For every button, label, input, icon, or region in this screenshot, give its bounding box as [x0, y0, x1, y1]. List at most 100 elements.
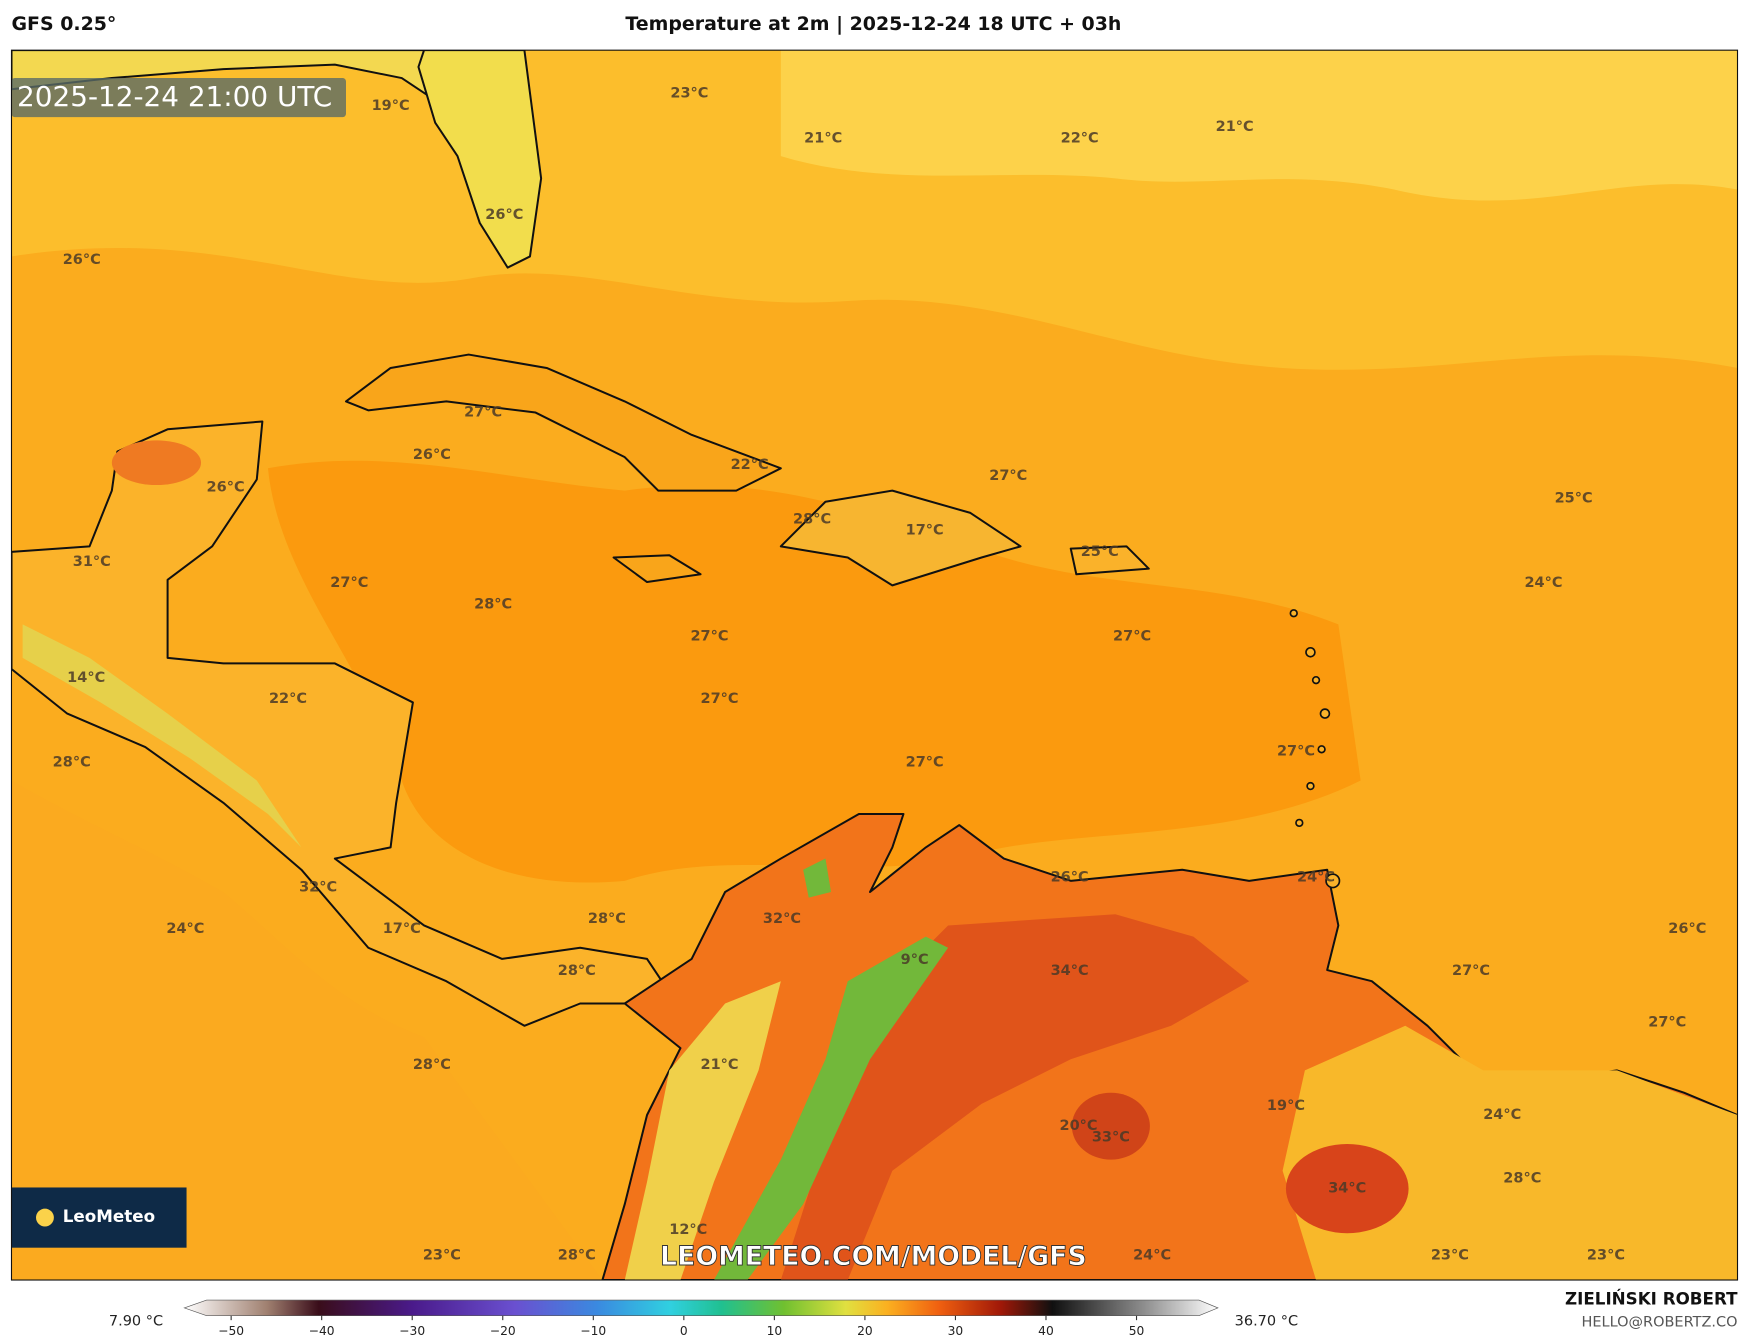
temperature-label: 26°C [413, 447, 451, 463]
colorbar-tick-label: 0 [680, 1324, 688, 1338]
temperature-label: 23°C [423, 1247, 461, 1263]
caribbean-warm [267, 460, 1361, 883]
temperature-label: 27°C [464, 405, 502, 421]
time-badge [11, 78, 346, 118]
colorbar-tick-label: 30 [948, 1324, 964, 1338]
temperature-label: 28°C [558, 963, 596, 979]
temperature-label: 28°C [588, 911, 626, 927]
andes-slope [624, 981, 781, 1281]
temperature-label: 28°C [1503, 1171, 1541, 1187]
temperature-label: 28°C [413, 1057, 451, 1073]
colorbar-min: 7.90 °C [109, 1313, 163, 1329]
temperature-label: 26°C [63, 252, 101, 268]
temperature-label: 27°C [906, 755, 944, 771]
temperature-label: 27°C [330, 575, 368, 591]
email: HELLO@ROBERTZ.CO [1581, 1314, 1737, 1330]
temperature-label: 20°C [1060, 1118, 1098, 1134]
colorbar-tick-label: −20 [490, 1324, 516, 1338]
temperature-label: 32°C [763, 911, 801, 927]
cuba [344, 353, 782, 492]
temperature-label: 27°C [1277, 744, 1315, 760]
north-cool [780, 50, 1738, 201]
highlands [22, 624, 302, 848]
interior-hot [1071, 1092, 1150, 1160]
colorbar-tick-label: 20 [857, 1324, 873, 1338]
central-america [11, 420, 671, 1027]
temperature-label: 26°C [485, 207, 523, 223]
pacific [11, 780, 603, 1281]
temperature-label: 33°C [1092, 1129, 1130, 1145]
valid-time: 2025-12-24 21:00 UTC [17, 80, 332, 113]
temperature-label: 23°C [670, 86, 708, 102]
watermark: LEOMETEO.COM/MODEL/GFS [660, 1241, 1087, 1272]
colorbar-tick-label: 40 [1038, 1324, 1054, 1338]
colorbar-max: 36.70 °C [1235, 1313, 1298, 1329]
temperature-label: 24°C [1483, 1107, 1521, 1123]
colorbar [183, 1299, 1219, 1317]
logo-sun [36, 1208, 54, 1227]
colorbar-tick-label: −50 [218, 1324, 244, 1338]
temperature-label: 28°C [793, 512, 831, 528]
temperature-label: 26°C [207, 479, 245, 495]
temperature-label: 27°C [989, 468, 1027, 484]
map-title: Temperature at 2m | 2025-12-24 18 UTC + … [625, 13, 1121, 35]
temperature-label: 23°C [1431, 1247, 1469, 1263]
temperature-label: 23°C [1587, 1247, 1625, 1263]
temperature-label: 34°C [1051, 963, 1089, 979]
temperature-label: 24°C [1297, 870, 1335, 886]
temperature-label: 26°C [1051, 870, 1089, 886]
temperature-label: 19°C [1267, 1098, 1305, 1114]
sierra-nevada [803, 858, 832, 898]
model-name: GFS 0.25° [11, 13, 116, 35]
jamaica [612, 554, 702, 584]
temperature-label: 24°C [166, 921, 204, 937]
temperature-label: 25°C [1555, 490, 1593, 506]
temperature-label: 17°C [906, 523, 944, 539]
puerto-rico [1069, 545, 1150, 576]
temperature-label: 32°C [299, 880, 337, 896]
yucatan-warm [111, 440, 202, 486]
temperature-label: 22°C [1061, 130, 1099, 146]
temperature-label: 27°C [1113, 629, 1151, 645]
temperature-label: 26°C [1668, 921, 1706, 937]
florida [417, 50, 543, 269]
temperature-label: 28°C [474, 596, 512, 612]
temperature-label: 25°C [1081, 544, 1119, 560]
map-frame [10, 49, 1739, 1281]
logo: LeoMeteo [63, 1206, 155, 1226]
temperature-label: 9°C [901, 952, 929, 968]
temperature-label: 24°C [1133, 1247, 1171, 1263]
guiana-shield [1282, 1025, 1738, 1281]
temperature-label: 28°C [53, 755, 91, 771]
colorbar-tick-label: −40 [309, 1324, 335, 1338]
temperature-label: 27°C [1648, 1014, 1686, 1030]
author: ZIELIŃSKI ROBERT [1565, 1289, 1738, 1309]
temperature-label: 22°C [731, 457, 769, 473]
temperature-label: 27°C [690, 629, 728, 645]
temperature-label: 22°C [269, 691, 307, 707]
map: 2025-12-24 21:00 UTC 19°C 23°C 21°C 22°C 21°… [11, 50, 1738, 1281]
temperature-label: 21°C [700, 1057, 738, 1073]
temperature-label: 21°C [804, 130, 842, 146]
temperature-label: 21°C [1216, 119, 1254, 135]
colorbar-tick-label: 50 [1129, 1324, 1145, 1338]
temperature-label: 24°C [1524, 575, 1562, 591]
interior-hot [1285, 1143, 1409, 1234]
hispaniola [779, 489, 1022, 587]
temperature-label: 28°C [558, 1247, 596, 1263]
colorbar-tick-label: 10 [767, 1324, 783, 1338]
andes [713, 936, 949, 1281]
temperature-label: 27°C [700, 691, 738, 707]
temperature-label: 19°C [372, 98, 410, 114]
temperature-label: 12°C [669, 1222, 707, 1238]
temperature-label: 14°C [67, 670, 105, 686]
temperature-label: 27°C [1452, 963, 1490, 979]
temperature-label: 34°C [1328, 1181, 1366, 1197]
colorbar-tick-label: −30 [399, 1324, 425, 1338]
temperature-label: 17°C [383, 921, 421, 937]
lesser-antilles [1289, 609, 1341, 889]
temperature-label: 31°C [73, 554, 111, 570]
labels: 19°C 23°C 21°C 22°C 21°C 26°C 26°C 27°C 26°C 26°C… [53, 86, 1707, 1264]
